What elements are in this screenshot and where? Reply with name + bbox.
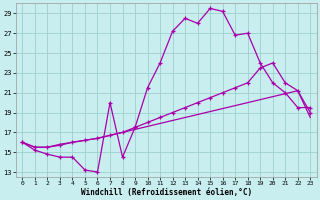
X-axis label: Windchill (Refroidissement éolien,°C): Windchill (Refroidissement éolien,°C) — [81, 188, 252, 197]
